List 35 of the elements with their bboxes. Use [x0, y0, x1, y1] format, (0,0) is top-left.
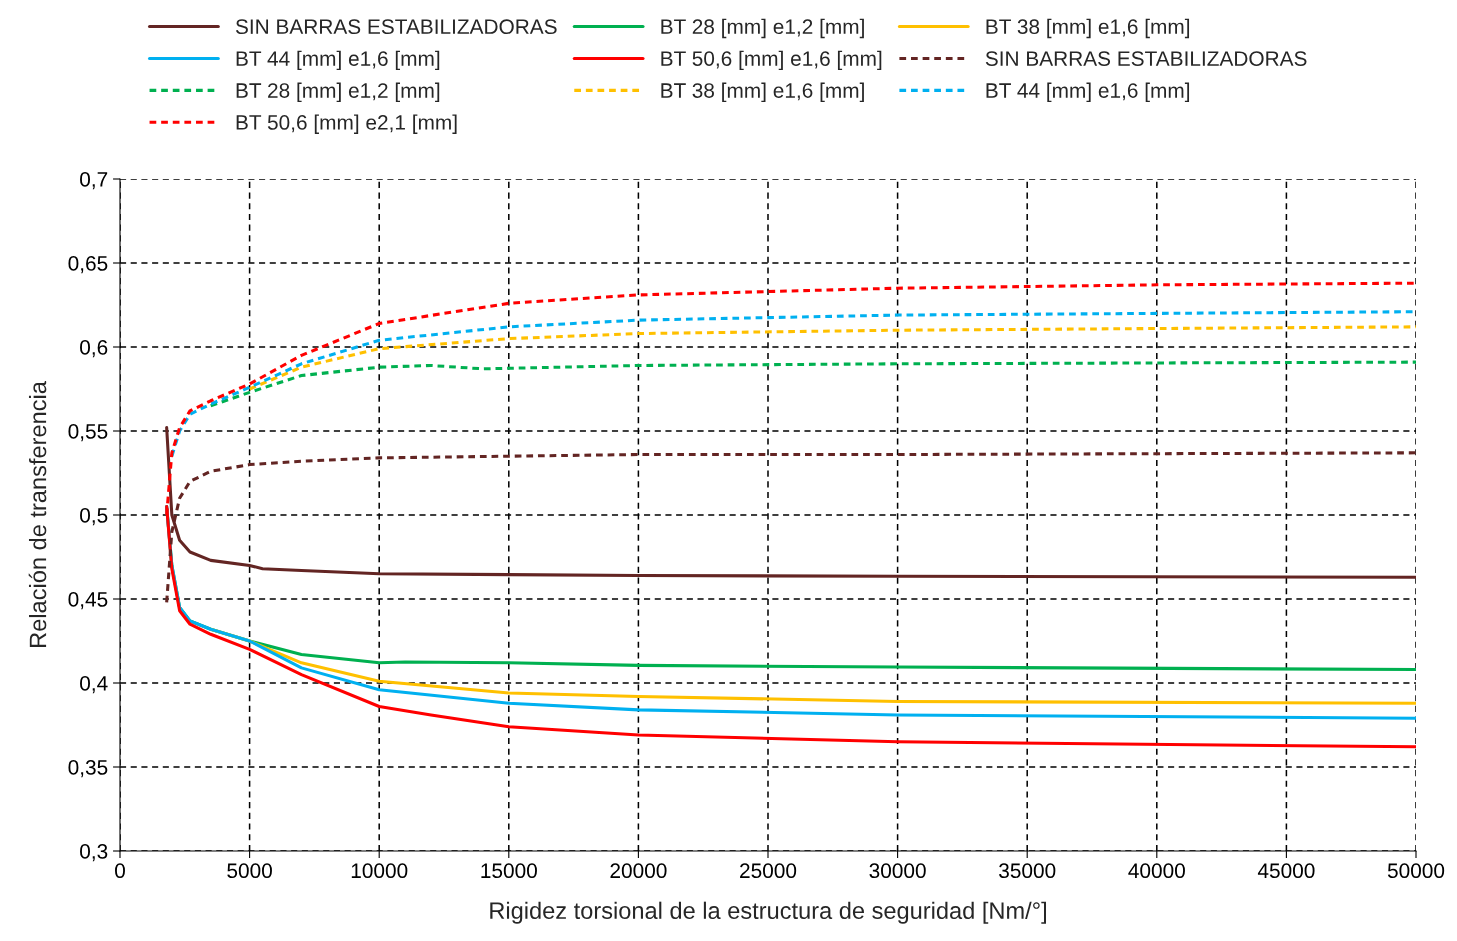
line-series	[209, 360, 1416, 408]
y-tick-label: 0,35	[68, 760, 108, 778]
x-tick-label: 45000	[1257, 863, 1315, 879]
y-tick-label: 0,55	[68, 424, 108, 442]
y-tick-label: 0,4	[80, 676, 108, 694]
x-axis-title: Rigidez torsional de la estructura de seguridad [Nm/°]	[490, 901, 1046, 924]
x-tick-label: 35000	[999, 863, 1056, 879]
x-tick-label: 25000	[740, 863, 797, 879]
x-tick-label: 50000	[1387, 863, 1445, 879]
y-tick-label: 0,7	[80, 172, 108, 190]
legend-label: BT 28 [mm] e1,2 [mm]	[236, 82, 440, 103]
legend-label: SIN BARRAS ESTABILIZADORAS	[235, 19, 557, 35]
legend-label: BT 50,6 [mm] e1,6 [mm]	[661, 50, 882, 71]
y-tick-label: 0,3	[80, 844, 108, 862]
x-tick-label: 20000	[610, 863, 667, 879]
x-tick-label: 10000	[351, 863, 408, 879]
y-tick-label: 0,45	[68, 592, 108, 610]
legend-label: BT 38 [mm] e1,6 [mm]	[986, 18, 1190, 39]
legend-label: SIN BARRAS ESTABILIZADORAS	[985, 51, 1307, 66]
x-tick-label: 15000	[481, 863, 537, 879]
x-tick-label: 0	[115, 863, 125, 879]
legend-label: BT 44 [mm] e1,6 [mm]	[986, 82, 1190, 103]
legend-label: BT 38 [mm] e1,6 [mm]	[661, 82, 864, 103]
line-series	[248, 325, 1416, 391]
legend-label: BT 44 [mm] e1,6 [mm]	[236, 50, 440, 71]
x-tick-label: 40000	[1128, 863, 1185, 879]
x-tick-label: 30000	[869, 863, 926, 879]
line-series	[170, 310, 1416, 458]
y-tick-label: 0,6	[80, 340, 108, 358]
x-tick-label: 5000	[227, 863, 272, 879]
y-tick-label: 0,65	[68, 256, 108, 274]
legend-label: BT 28 [mm] e1,2 [mm]	[661, 18, 864, 39]
legend-label: BT 50,6 [mm] e2,1 [mm]	[236, 114, 457, 134]
y-axis-title: Relación de transferencia	[28, 381, 47, 647]
y-tick-label: 0,5	[80, 508, 108, 526]
